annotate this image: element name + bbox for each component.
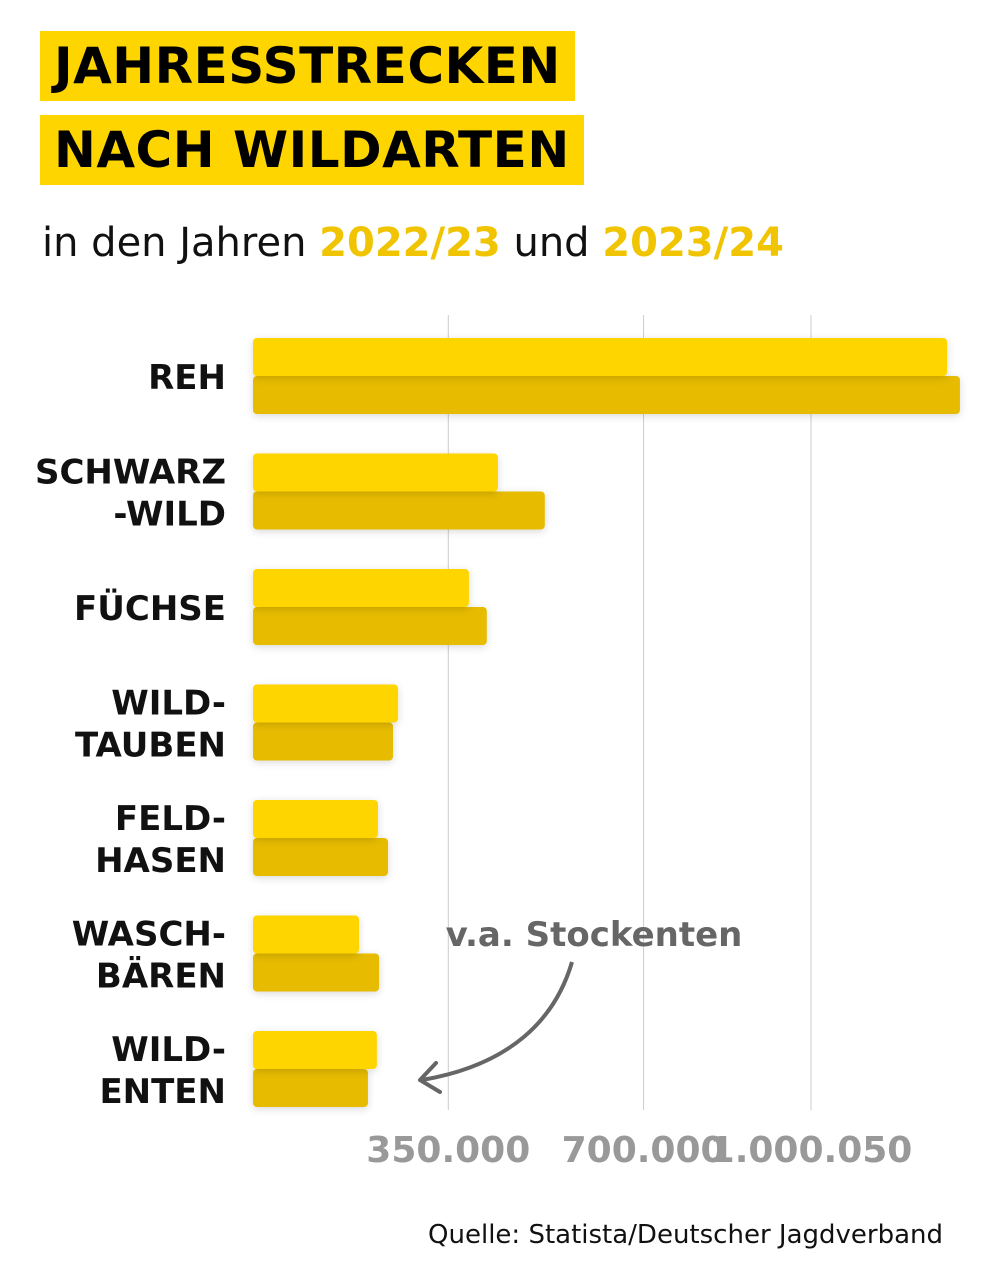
category-label: WILD- [111, 684, 226, 724]
bar-2022-23 [253, 1031, 377, 1069]
category-label: REH [148, 358, 226, 398]
category-label: BÄREN [96, 956, 226, 997]
source-note: Quelle: Statista/Deutscher Jagdverband [428, 1220, 943, 1250]
title-line-2: NACH WILDARTEN [40, 115, 584, 185]
bar-2022-23 [253, 684, 399, 723]
category-label: SCHWARZ [35, 453, 226, 493]
annotation-label: v.a. Stockenten [446, 915, 743, 955]
category-label: WASCH- [72, 915, 226, 955]
category-label: TAUBEN [75, 726, 226, 766]
category-label: WILD- [111, 1030, 226, 1070]
bar-2023-24 [253, 376, 960, 414]
bar-2023-24 [253, 491, 545, 530]
category-label: HASEN [95, 841, 226, 881]
subtitle: in den Jahren 2022/23 und 2023/24 [42, 220, 784, 266]
subtitle-year-2023-24: 2023/24 [602, 220, 784, 266]
bar-2023-24 [253, 722, 394, 761]
category-label: -WILD [113, 495, 226, 535]
bar-2023-24 [253, 838, 389, 876]
x-tick-label: 350.000 [366, 1130, 530, 1171]
annotation-arrow-line [421, 961, 574, 1082]
subtitle-prefix: in den Jahren [42, 220, 320, 266]
category-label: FÜCHSE [74, 588, 226, 629]
category-label: FELD- [115, 799, 226, 839]
title-line-1: JAHRESSTRECKEN [40, 31, 575, 101]
subtitle-middle: und [500, 220, 603, 266]
x-tick-label: 700.000 [562, 1130, 726, 1171]
bar-2022-23 [253, 915, 360, 954]
bar-2022-23 [253, 453, 498, 492]
bar-2023-24 [253, 607, 487, 645]
bar-2023-24 [253, 1069, 368, 1107]
bar-2022-23 [253, 800, 378, 838]
category-label: ENTEN [99, 1072, 226, 1112]
arrow-head-icon [418, 1061, 442, 1094]
bar-2022-23 [253, 569, 469, 607]
subtitle-year-2022-23: 2022/23 [319, 220, 501, 266]
x-tick-label: 1.000.050 [710, 1130, 913, 1171]
bar-2023-24 [253, 953, 380, 992]
bar-2022-23 [253, 338, 948, 376]
